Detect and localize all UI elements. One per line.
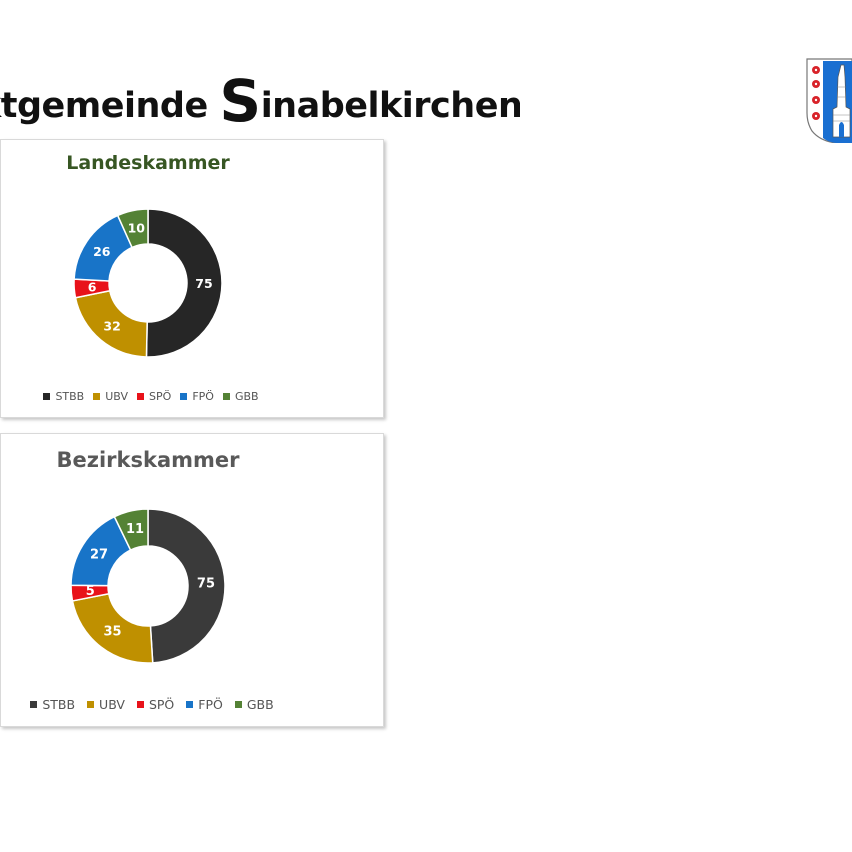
legend-label: FPÖ xyxy=(192,390,214,403)
page-title-pre: ktgemeinde xyxy=(0,86,220,126)
donut-chart-landeskammer: 75 32 6 26 10 xyxy=(73,208,223,358)
donut-chart-bezirkskammer: 75 35 5 27 11 xyxy=(70,508,226,664)
legend-label: STBB xyxy=(42,697,76,712)
data-label-gbb: 10 xyxy=(128,221,146,236)
slice-gbb xyxy=(116,208,149,249)
legend-swatch xyxy=(222,393,230,400)
data-label-fpö: 26 xyxy=(93,244,111,259)
legend-label: FPÖ xyxy=(198,697,223,712)
legend-swatch xyxy=(136,701,144,708)
data-label-stbb: 75 xyxy=(195,276,212,291)
slice-ubv xyxy=(71,592,154,664)
data-label-stbb: 75 xyxy=(197,577,215,592)
legend-label: GBB xyxy=(246,697,274,712)
legend-label: UBV xyxy=(99,697,125,712)
legend-swatch xyxy=(87,701,95,708)
legend-label: SPÖ xyxy=(149,390,172,403)
legend-item-fpö: FPÖ xyxy=(180,390,214,403)
legend-item-fpö: FPÖ xyxy=(186,697,223,712)
chart-card-bezirkskammer: Bezirkskammer 75 35 5 27 11 STBB UBV SPÖ FPÖ GBB xyxy=(0,433,384,727)
legend-item-stbb: STBB xyxy=(43,390,84,403)
legend-item-stbb: STBB xyxy=(30,697,75,712)
legend-swatch xyxy=(30,701,38,708)
page-title-post: inabelkirchen xyxy=(260,86,520,126)
legend-swatch xyxy=(180,393,188,400)
data-label-ubv: 35 xyxy=(104,624,122,639)
legend-swatch xyxy=(93,393,101,400)
legend-swatch xyxy=(234,701,242,708)
legend-item-ubv: UBV xyxy=(93,390,128,403)
legend: STBB UBV SPÖ FPÖ GBB xyxy=(6,390,296,403)
legend-item-gbb: GBB xyxy=(222,390,259,403)
legend-item-ubv: UBV xyxy=(87,697,125,712)
slice-stbb xyxy=(145,208,223,358)
legend-label: UBV xyxy=(105,390,129,403)
legend-label: SPÖ xyxy=(148,697,175,712)
data-label-ubv: 32 xyxy=(103,318,120,333)
legend-label: STBB xyxy=(55,390,85,403)
page-title: ktgemeinde Sinabelkirchen xyxy=(0,66,520,136)
coat-of-arms-logo xyxy=(806,57,852,143)
data-label-spö: 5 xyxy=(86,584,95,599)
data-label-fpö: 27 xyxy=(90,547,108,562)
legend-swatch xyxy=(186,701,194,708)
legend-swatch xyxy=(137,393,145,400)
legend-swatch xyxy=(43,393,51,400)
page-title-cap: S xyxy=(219,67,261,135)
chart-card-landeskammer: Landeskammer 75 32 6 26 10 STBB UBV SPÖ FPÖ GBB xyxy=(0,139,384,418)
legend-item-spö: SPÖ xyxy=(136,697,175,712)
legend-label: GBB xyxy=(234,390,259,403)
legend-item-gbb: GBB xyxy=(234,697,274,712)
data-label-gbb: 11 xyxy=(126,522,144,537)
chart-title: Bezirkskammer xyxy=(56,448,240,472)
legend: STBB UBV SPÖ FPÖ GBB xyxy=(1,697,312,712)
data-label-spö: 6 xyxy=(88,280,97,295)
chart-title: Landeskammer xyxy=(66,152,230,174)
legend-item-spö: SPÖ xyxy=(137,390,171,403)
slice-stbb xyxy=(147,508,226,664)
slice-gbb xyxy=(113,508,149,552)
